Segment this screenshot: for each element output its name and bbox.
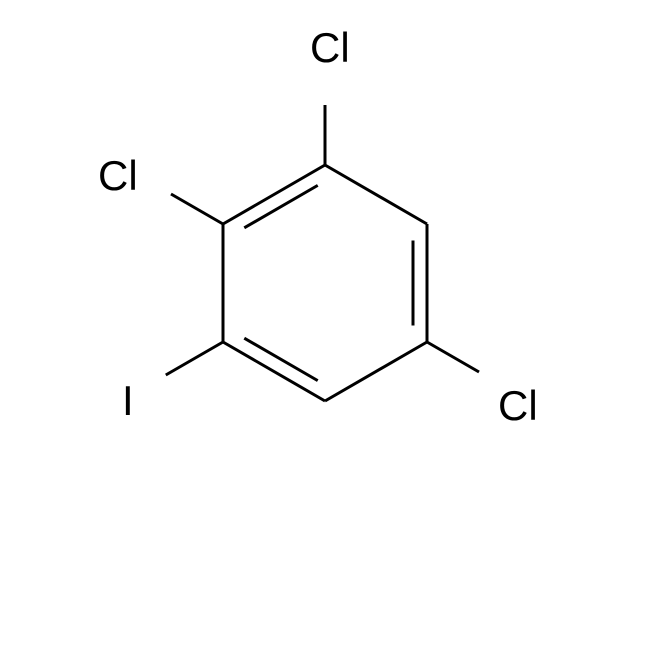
molecule-diagram: Cl Cl I Cl [0, 0, 650, 650]
atom-label: Cl [498, 382, 538, 429]
atom-label: Cl [98, 152, 138, 199]
atom-label: I [122, 377, 134, 424]
atom-label: Cl [310, 24, 350, 71]
